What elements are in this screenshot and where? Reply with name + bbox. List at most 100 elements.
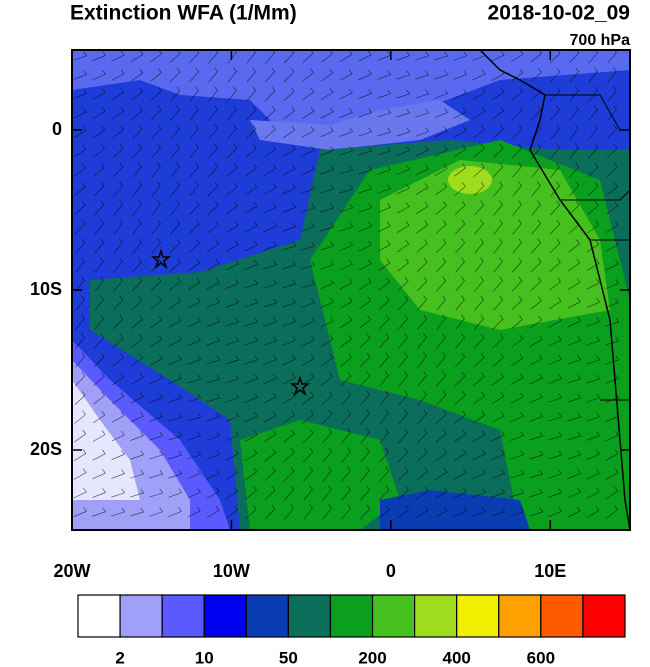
level: 700 hPa (570, 32, 631, 49)
wind-barb (415, 146, 429, 157)
wind-barb (320, 260, 335, 270)
wind-barb (605, 336, 620, 346)
wind-barb (396, 146, 411, 156)
wind-barb (491, 450, 505, 460)
wind-barb (417, 314, 427, 330)
wind-barb (225, 317, 240, 327)
wind-barb (436, 333, 446, 349)
wind-barb (339, 260, 353, 271)
wind-barb (206, 468, 220, 480)
wind-barb (320, 146, 335, 156)
wind-barb (244, 317, 259, 327)
wind-barb (453, 144, 467, 158)
wind-barb (302, 87, 315, 101)
wind-barb (434, 126, 448, 138)
wind-barb (74, 410, 86, 424)
wind-barb (301, 203, 316, 213)
wind-barb (225, 298, 240, 308)
wind-barb (492, 143, 504, 159)
wind-barb (397, 447, 409, 463)
wind-barb (377, 108, 392, 118)
wind-barb (492, 372, 505, 386)
wind-barb (529, 354, 543, 366)
wind-barb (113, 238, 123, 254)
wind-barb (111, 411, 125, 423)
wind-barb (416, 467, 428, 481)
wind-barb (339, 146, 354, 156)
wind-barb (569, 105, 579, 121)
wind-barb (567, 431, 582, 441)
wind-barb (529, 507, 544, 517)
wind-barb (149, 488, 164, 498)
wind-barb (510, 469, 525, 479)
wind-barb (149, 507, 164, 517)
wind-barb (472, 469, 486, 480)
wind-barb (206, 259, 220, 271)
wind-barb (358, 203, 373, 213)
wind-barb (93, 181, 105, 197)
wind-barb (245, 144, 257, 158)
wind-barb (111, 69, 125, 81)
wind-barb (548, 469, 563, 479)
wind-barb (397, 486, 409, 500)
wind-barb (282, 392, 296, 404)
wind-barb (567, 316, 581, 328)
wind-barb (510, 431, 525, 441)
wind-barb (301, 241, 316, 251)
wind-barb (170, 86, 181, 102)
wind-barb (453, 468, 467, 480)
wind-barb (530, 50, 543, 63)
colorbar-box (582, 594, 626, 638)
wind-barb (510, 412, 524, 423)
wind-barb (112, 106, 125, 120)
wind-barb (379, 447, 389, 463)
wind-barb (530, 315, 543, 329)
wind-barb (131, 87, 143, 101)
wind-barb (170, 143, 180, 159)
wind-barb (93, 125, 106, 139)
wind-barb (588, 105, 598, 121)
wind-barb (112, 353, 124, 367)
wind-barb (149, 354, 163, 366)
wind-barb (130, 392, 144, 404)
wind-barb (282, 298, 297, 308)
wind-barb (359, 315, 371, 329)
wind-barb (282, 260, 297, 270)
wind-barb (512, 162, 522, 178)
wind-barb (170, 200, 180, 216)
wind-barb (511, 87, 523, 101)
wind-barb (111, 50, 125, 62)
wind-barb (132, 257, 142, 273)
wind-barb (550, 200, 561, 216)
wind-barb (531, 181, 541, 197)
wind-barb (358, 240, 372, 252)
wind-barb (512, 238, 522, 254)
wind-barb (244, 221, 258, 233)
colorbar-box (245, 594, 289, 638)
wind-barb (320, 107, 334, 119)
wind-barb (93, 144, 105, 158)
wind-barb (398, 390, 408, 406)
wind-barb (567, 487, 581, 499)
wind-barb (131, 315, 143, 329)
wind-barb (74, 219, 86, 235)
wind-barb (282, 317, 297, 327)
wind-barb (358, 184, 373, 194)
wind-barb (188, 258, 201, 272)
wind-barb (264, 448, 277, 462)
wind-barb (549, 219, 561, 235)
wind-barb (246, 86, 256, 102)
wind-barb (454, 163, 467, 177)
wind-barb (282, 354, 296, 366)
wind-barb (339, 50, 353, 62)
wind-barb (549, 277, 562, 291)
wind-barb (455, 276, 465, 292)
wind-barb (92, 69, 106, 81)
wind-barb (434, 467, 448, 481)
wind-barb (244, 260, 259, 270)
wind-barb (92, 488, 107, 498)
wind-barb (93, 163, 105, 177)
wind-barb (149, 373, 163, 385)
wind-barb (206, 317, 221, 327)
wind-barb (225, 412, 240, 422)
